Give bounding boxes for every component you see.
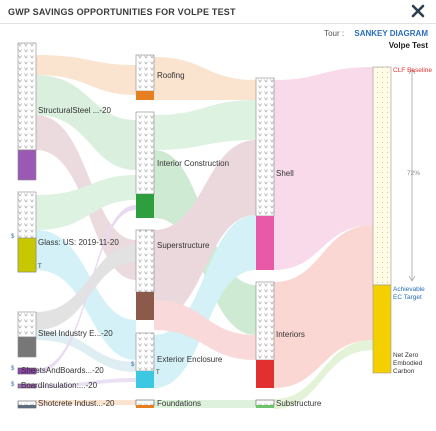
node-shell[interactable] (255, 77, 275, 217)
tour-row: Tour : SANKEY DIAGRAM (324, 29, 428, 38)
node-glass-fill (17, 237, 37, 273)
tour-label: Tour : (324, 29, 345, 38)
sankey-links-middle-right (154, 57, 256, 408)
tour-sankey-link[interactable]: SANKEY DIAGRAM (354, 29, 428, 38)
link-shell-target (274, 67, 373, 270)
label-interiors: Interiors (276, 330, 305, 339)
node-sheets-boards[interactable] (17, 367, 37, 375)
node-steel-industry[interactable] (17, 311, 37, 338)
link-roofing-shell (154, 57, 256, 100)
label-foundations: Foundations (157, 399, 202, 408)
link-steelind-super (36, 245, 136, 330)
label-interior-construction: Interior Construction (157, 159, 230, 168)
link-shotcrete-foundation (36, 400, 136, 405)
sankey-links-right-target (274, 67, 373, 409)
node-steel-industry-fill (17, 336, 37, 358)
node-exterior-enclosure[interactable] (135, 332, 155, 372)
node-superstructure[interactable] (135, 229, 155, 293)
link-board-exterior (36, 378, 136, 388)
link-exterior-shell (154, 215, 256, 388)
dialog-title: GWP SAVINGS OPPORTUNITIES FOR VOLPE TEST (8, 7, 236, 17)
label-glass: Glass: US: 2019-11-20 (38, 238, 119, 247)
project-name: Volpe Test (388, 41, 428, 50)
label-shell: Shell (276, 169, 294, 178)
target-bar-baseline[interactable] (372, 66, 392, 286)
label-shotcrete: Shotcrete Indust...-20 (38, 399, 115, 408)
sankey-links-left-middle (36, 55, 136, 405)
node-roofing[interactable] (135, 54, 155, 92)
s-marker-glass: $ (11, 234, 15, 240)
label-substructure: Substructure (276, 399, 322, 408)
target-bar-fill[interactable] (372, 284, 392, 374)
left-nodes (17, 42, 37, 409)
t-marker-glass: T (38, 264, 42, 270)
node-structural-steel-fill (17, 149, 37, 181)
label-structural-steel: StructuralSteel ...-20 (38, 106, 111, 115)
s-marker-exterior: $ (131, 362, 135, 368)
node-interior-construction[interactable] (135, 111, 155, 195)
link-foundation-sub (154, 400, 256, 408)
link-super-shell (154, 140, 256, 320)
label-roofing: Roofing (157, 71, 185, 80)
link-glass-interior (36, 175, 136, 230)
label-superstructure: Superstructure (157, 241, 210, 250)
label-net-zero: Net Zero Embodied Carbon (393, 352, 423, 375)
s-marker-sheets: $ (11, 366, 15, 372)
node-board-insulation[interactable] (17, 383, 37, 389)
link-sub-target (274, 340, 373, 409)
label-percent: 72% (407, 170, 421, 177)
label-exterior-enclosure: Exterior Enclosure (157, 355, 223, 364)
dialog-titlebar: GWP SAVINGS OPPORTUNITIES FOR VOLPE TEST (0, 0, 436, 24)
label-achievable-target: Achievable EC Target (393, 286, 425, 301)
node-structural-steel[interactable] (17, 42, 37, 151)
link-steel-roofing (36, 55, 136, 95)
s-marker-board: $ (11, 382, 15, 388)
close-icon[interactable] (410, 3, 426, 19)
link-interior-shell (154, 100, 256, 150)
label-sheets-boards: SheetsAndBoards...-20 (21, 366, 104, 375)
label-steel-industry: Steel Industry E...-20 (38, 329, 113, 338)
node-interiors[interactable] (255, 281, 275, 361)
label-board-insulation: BoardInsulation:...-20 (21, 381, 98, 390)
link-steelind-exterior (36, 330, 136, 372)
t-marker-exterior: T (156, 370, 160, 376)
middle-nodes (135, 54, 155, 408)
label-clf-baseline: CLF Baseline (393, 67, 433, 74)
link-steel-interior (36, 75, 136, 170)
target-bar (372, 66, 416, 374)
link-interiors-target (274, 225, 373, 388)
link-exterior-interiors (154, 300, 256, 360)
right-nodes (255, 77, 275, 408)
